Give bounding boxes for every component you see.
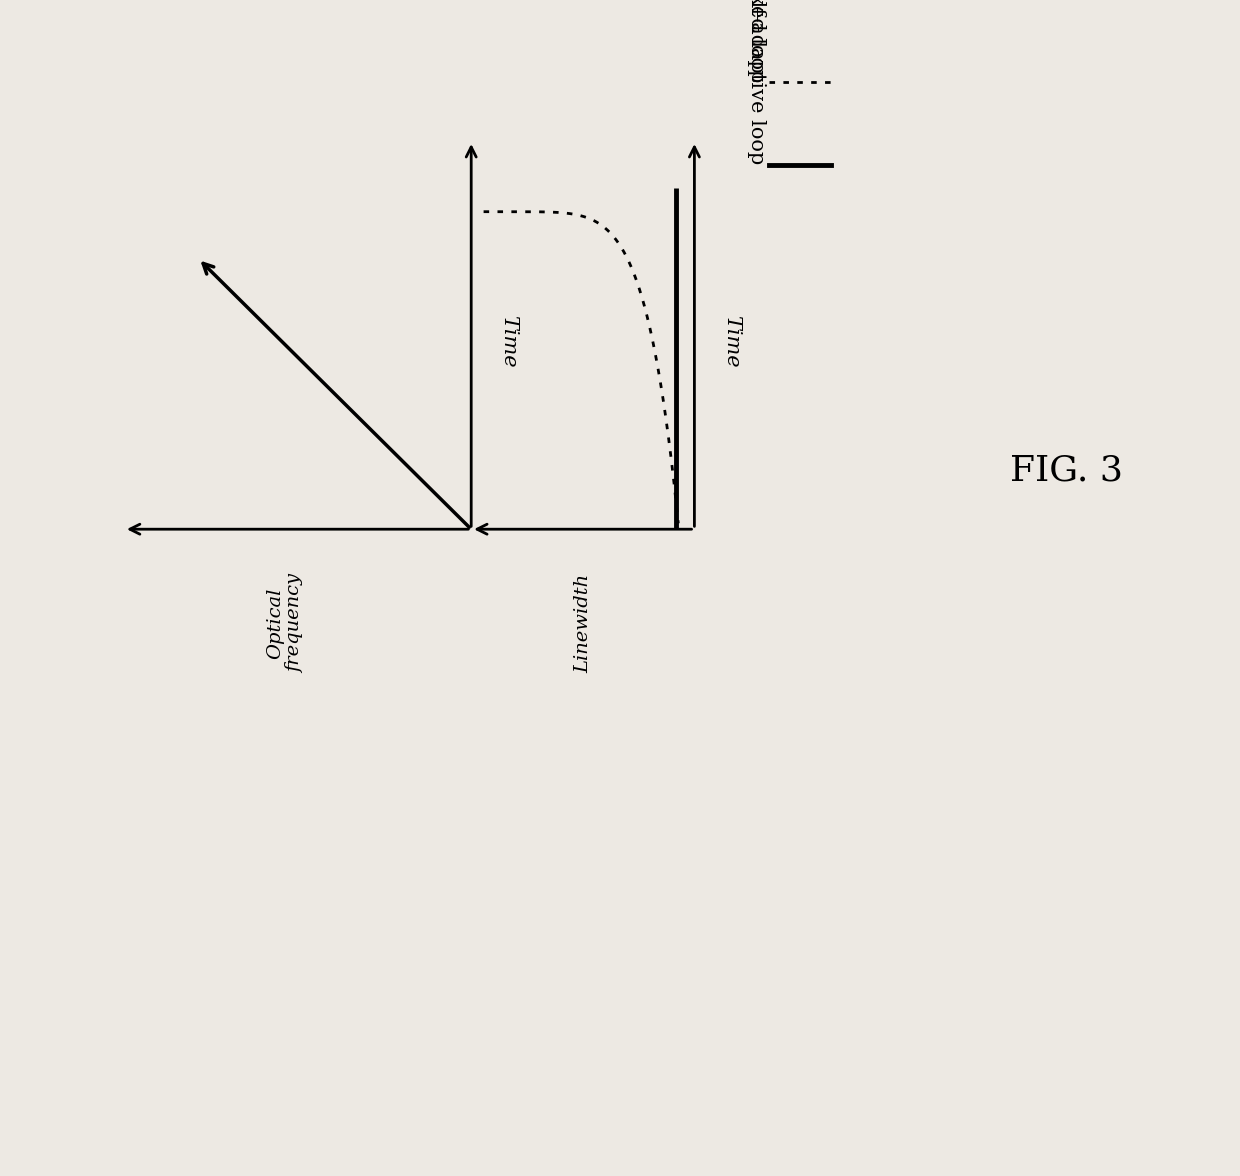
Text: Optical
frequency: Optical frequency	[265, 574, 305, 673]
Text: Fixed loop: Fixed loop	[746, 0, 766, 82]
Text: FIG. 3: FIG. 3	[1009, 454, 1123, 487]
Text: Time: Time	[722, 315, 742, 367]
Text: Self-adaptive loop: Self-adaptive loop	[746, 0, 766, 165]
Text: Linewidth: Linewidth	[574, 574, 591, 673]
Text: Time: Time	[498, 315, 518, 367]
